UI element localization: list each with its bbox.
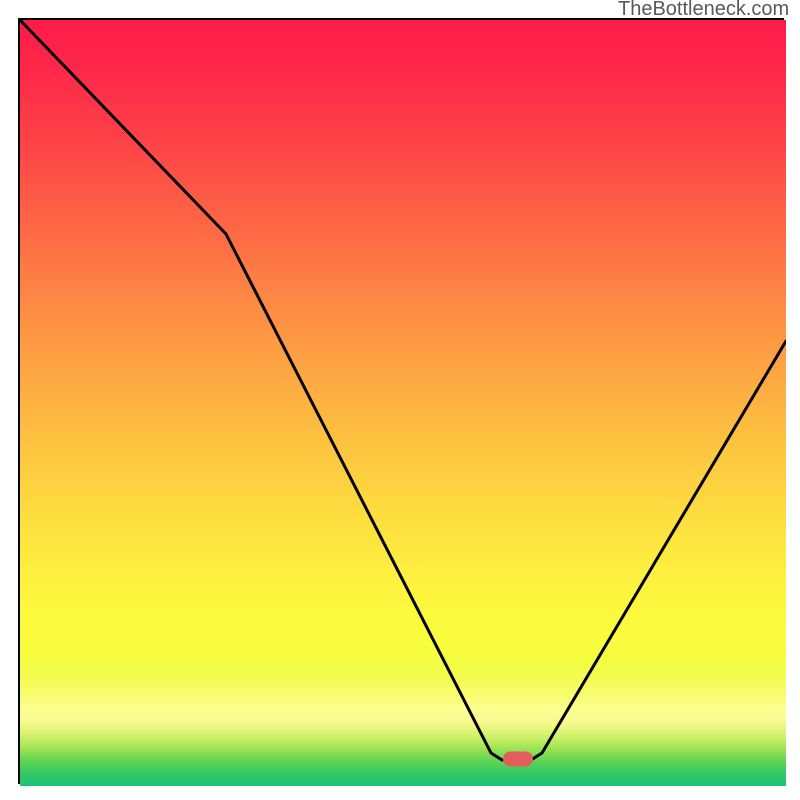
- plot-frame: [18, 18, 784, 784]
- watermark-text: TheBottleneck.com: [618, 0, 789, 21]
- bottleneck-curve: [20, 20, 786, 786]
- optimal-point-marker: [503, 752, 533, 767]
- curve-line: [20, 20, 786, 760]
